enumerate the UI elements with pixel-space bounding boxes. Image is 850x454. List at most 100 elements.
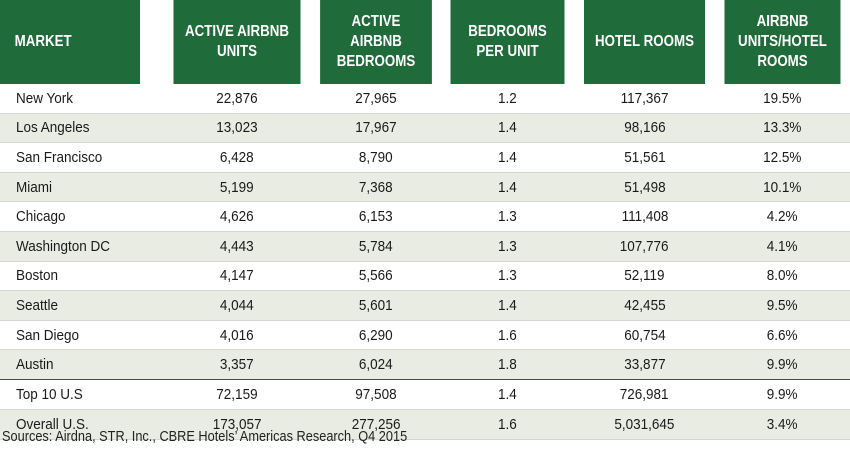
table-cell-market-text: Los Angeles xyxy=(16,119,90,137)
table-cell-hotel-rooms-text: 98,166 xyxy=(623,119,666,137)
table-cell-market-text: Washington DC xyxy=(16,237,111,255)
table-cell-active-bedrooms-text: 17,967 xyxy=(355,119,397,137)
table-cell-hotel-rooms-text: 60,754 xyxy=(623,326,666,344)
table-cell-hotel-rooms: 107,776 xyxy=(574,231,715,262)
table-cell-active-bedrooms-text: 5,566 xyxy=(359,267,393,285)
table-cell-active-bedrooms: 6,290 xyxy=(311,320,441,351)
table-cell-active-units-text: 13,023 xyxy=(216,119,258,137)
table-cell-bedrooms-per-unit: 1.8 xyxy=(441,349,574,380)
table-cell-active-bedrooms-text: 5,784 xyxy=(359,237,393,255)
table-cell-active-units: 6,428 xyxy=(163,142,311,173)
table-cell-units-ratio-text: 9.9% xyxy=(767,356,798,374)
table-header: MARKET ACTIVE AIRBNB UNITS ACTIVE AIRBNB… xyxy=(0,0,850,84)
table-cell-market-text: Austin xyxy=(16,356,54,374)
table-cell-market: Chicago xyxy=(0,201,163,232)
table-cell-units-ratio-text: 4.2% xyxy=(767,208,798,226)
table-cell-active-units: 5,199 xyxy=(163,172,311,203)
table-cell-active-units: 173,057 xyxy=(163,409,311,440)
table-cell-units-ratio-text: 3.4% xyxy=(767,415,798,433)
table-cell-market: New York xyxy=(0,84,163,114)
table-cell-market-text: San Francisco xyxy=(16,148,103,166)
table-cell-units-ratio: 9.9% xyxy=(715,379,850,410)
table-cell-units-ratio-text: 10.1% xyxy=(763,178,802,196)
table-cell-units-ratio-text: 4.1% xyxy=(767,237,798,255)
table-cell-active-bedrooms: 6,153 xyxy=(311,201,441,232)
table-cell-active-bedrooms: 8,790 xyxy=(311,142,441,173)
table-cell-hotel-rooms-text: 726,981 xyxy=(620,385,669,403)
table-cell-bedrooms-per-unit-text: 1.8 xyxy=(498,356,517,374)
table-cell-active-units-text: 6,428 xyxy=(220,148,254,166)
table-row: Boston 4,147 5,566 1.3 52,119 8.0% xyxy=(0,261,850,292)
table-cell-market-text: New York xyxy=(16,89,74,107)
table-cell-active-bedrooms-text: 8,790 xyxy=(359,148,393,166)
table-cell-active-bedrooms-text: 277,256 xyxy=(351,415,401,433)
table-cell-hotel-rooms: 117,367 xyxy=(574,84,715,114)
table-cell-hotel-rooms: 111,408 xyxy=(574,201,715,232)
table-cell-bedrooms-per-unit-text: 1.4 xyxy=(498,148,517,166)
table-cell-bedrooms-per-unit: 1.4 xyxy=(441,142,574,173)
table-cell-market: San Diego xyxy=(0,320,163,351)
table-cell-bedrooms-per-unit-text: 1.3 xyxy=(498,267,517,285)
table-cell-active-bedrooms: 277,256 xyxy=(311,409,441,440)
table-cell-market: Austin xyxy=(0,349,163,380)
table-row: San Diego 4,016 6,290 1.6 60,754 6.6% xyxy=(0,320,850,351)
table-cell-active-units-text: 4,044 xyxy=(220,296,254,314)
table-cell-bedrooms-per-unit-text: 1.4 xyxy=(498,119,517,137)
table-row: Chicago 4,626 6,153 1.3 111,408 4.2% xyxy=(0,201,850,232)
header-market: MARKET xyxy=(0,0,141,84)
table-row: San Francisco 6,428 8,790 1.4 51,561 12.5% xyxy=(0,142,850,173)
table-cell-market-text: Top 10 U.S xyxy=(16,385,83,403)
table-cell-hotel-rooms-text: 42,455 xyxy=(623,296,666,314)
table-cell-active-units-text: 22,876 xyxy=(216,89,258,107)
table-cell-hotel-rooms-text: 51,561 xyxy=(623,148,666,166)
table-row: Austin 3,357 6,024 1.8 33,877 9.9% xyxy=(0,349,850,380)
table-cell-active-bedrooms-text: 6,290 xyxy=(359,326,393,344)
header-active-bedrooms: ACTIVE AIRBNB BEDROOMS xyxy=(320,0,432,84)
table-cell-bedrooms-per-unit: 1.3 xyxy=(441,201,574,232)
header-hotel-rooms: HOTEL ROOMS xyxy=(583,0,706,84)
table-cell-hotel-rooms: 60,754 xyxy=(574,320,715,351)
data-table: MARKET ACTIVE AIRBNB UNITS ACTIVE AIRBNB… xyxy=(0,0,850,440)
table-row: New York 22,876 27,965 1.2 117,367 19.5% xyxy=(0,84,850,114)
table-cell-units-ratio: 3.4% xyxy=(715,409,850,440)
table-cell-market: Top 10 U.S xyxy=(0,379,163,410)
table-cell-bedrooms-per-unit: 1.3 xyxy=(441,261,574,292)
table-cell-market: San Francisco xyxy=(0,142,163,173)
table-cell-market-text: Boston xyxy=(16,267,59,285)
table-cell-active-units: 4,147 xyxy=(163,261,311,292)
header-active-units: ACTIVE AIRBNB UNITS xyxy=(173,0,301,84)
table-cell-units-ratio-text: 6.6% xyxy=(767,326,798,344)
table-cell-hotel-rooms-text: 107,776 xyxy=(620,237,669,255)
table-cell-market: Miami xyxy=(0,172,163,203)
table-row: Los Angeles 13,023 17,967 1.4 98,166 13.3% xyxy=(0,113,850,144)
table-cell-units-ratio-text: 8.0% xyxy=(767,267,798,285)
table-row: Seattle 4,044 5,601 1.4 42,455 9.5% xyxy=(0,290,850,321)
table-cell-bedrooms-per-unit-text: 1.4 xyxy=(498,178,517,196)
table-cell-units-ratio: 19.5% xyxy=(715,84,850,114)
table-cell-units-ratio: 9.9% xyxy=(715,349,850,380)
source-note: Sources: Airdna, STR, Inc., CBRE Hotels’… xyxy=(2,429,408,445)
table-cell-active-units-text: 4,443 xyxy=(220,237,254,255)
table-cell-active-units: 3,357 xyxy=(163,349,311,380)
table-cell-units-ratio: 13.3% xyxy=(715,113,850,144)
table-cell-active-bedrooms: 5,784 xyxy=(311,231,441,262)
header-row: MARKET ACTIVE AIRBNB UNITS ACTIVE AIRBNB… xyxy=(0,0,850,84)
table-cell-active-bedrooms: 27,965 xyxy=(311,84,441,114)
table-cell-active-units: 4,016 xyxy=(163,320,311,351)
header-units-hotel-ratio: AIRBNB UNITS/HOTEL ROOMS xyxy=(724,0,841,84)
table-cell-market: Boston xyxy=(0,261,163,292)
table-cell-active-units: 4,626 xyxy=(163,201,311,232)
table-cell-active-units: 13,023 xyxy=(163,113,311,144)
table-cell-active-units-text: 5,199 xyxy=(220,178,254,196)
table-cell-market: Overall U.S. xyxy=(0,409,163,440)
table-cell-active-units-text: 173,057 xyxy=(212,415,262,433)
table-cell-units-ratio: 4.1% xyxy=(715,231,850,262)
table-cell-bedrooms-per-unit-text: 1.3 xyxy=(498,237,517,255)
table-cell-units-ratio: 10.1% xyxy=(715,172,850,203)
table-cell-bedrooms-per-unit: 1.4 xyxy=(441,172,574,203)
header-bedrooms-per-unit: BEDROOMS PER UNIT xyxy=(450,0,565,84)
table-cell-active-bedrooms: 6,024 xyxy=(311,349,441,380)
table-cell-market: Washington DC xyxy=(0,231,163,262)
table-cell-active-units-text: 3,357 xyxy=(220,356,254,374)
